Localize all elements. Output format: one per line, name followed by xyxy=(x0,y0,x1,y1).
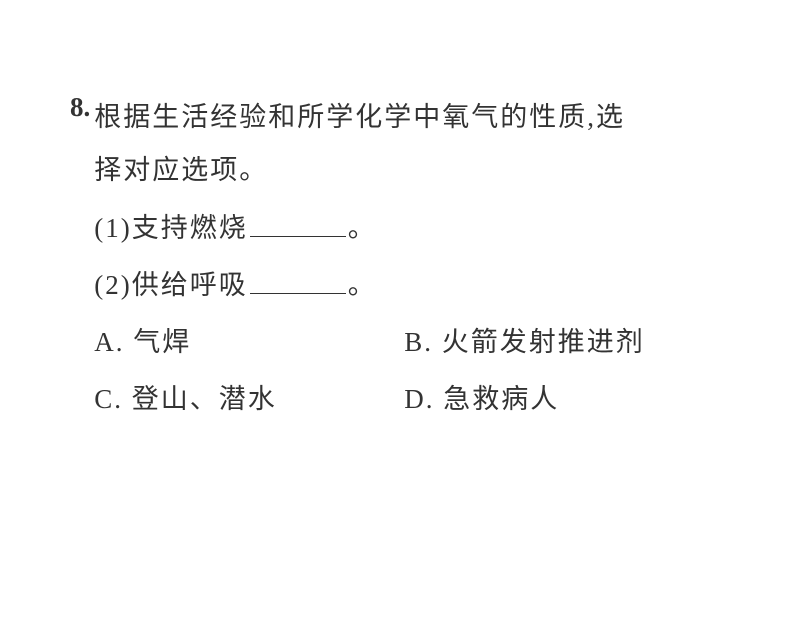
sub-item-2-suffix: 。 xyxy=(348,270,377,300)
options-row-2: C. 登山、潜水 D. 急救病人 xyxy=(94,374,734,425)
question-body: 根据生活经验和所学化学中氧气的性质,选 择对应选项。 (1)支持燃烧。 (2)供… xyxy=(94,92,734,426)
option-d: D. 急救病人 xyxy=(404,374,559,425)
question-number: 8. xyxy=(70,92,90,123)
sub-item-1-label: (1) xyxy=(94,213,131,243)
option-b: B. 火箭发射推进剂 xyxy=(404,317,645,368)
question-text-line2: 择对应选项。 xyxy=(94,145,734,196)
option-c: C. 登山、潜水 xyxy=(94,374,404,425)
option-a-letter: A. xyxy=(94,327,124,357)
sub-item-2-text: 供给呼吸 xyxy=(132,270,248,300)
option-b-text: 火箭发射推进剂 xyxy=(442,327,645,357)
sub-item-1-suffix: 。 xyxy=(348,213,377,243)
sub-item-2: (2)供给呼吸 。 xyxy=(94,260,734,311)
option-d-text: 急救病人 xyxy=(443,384,559,414)
option-d-letter: D. xyxy=(404,384,434,414)
options-row-1: A. 气焊 B. 火箭发射推进剂 xyxy=(94,317,734,368)
option-c-text: 登山、潜水 xyxy=(132,384,277,414)
option-a: A. 气焊 xyxy=(94,317,404,368)
option-b-letter: B. xyxy=(404,327,433,357)
sub-item-1: (1)支持燃烧 。 xyxy=(94,203,734,254)
question-content: 8. 根据生活经验和所学化学中氧气的性质,选 择对应选项。 (1)支持燃烧。 (… xyxy=(0,0,794,426)
question-text-line1: 根据生活经验和所学化学中氧气的性质,选 xyxy=(94,92,734,143)
sub-item-1-text: 支持燃烧 xyxy=(132,213,248,243)
option-a-text: 气焊 xyxy=(133,327,191,357)
blank-1 xyxy=(250,236,346,237)
question-container: 8. 根据生活经验和所学化学中氧气的性质,选 择对应选项。 (1)支持燃烧。 (… xyxy=(70,92,734,426)
sub-item-2-label: (2) xyxy=(94,270,131,300)
option-c-letter: C. xyxy=(94,384,123,414)
blank-2 xyxy=(250,293,346,294)
